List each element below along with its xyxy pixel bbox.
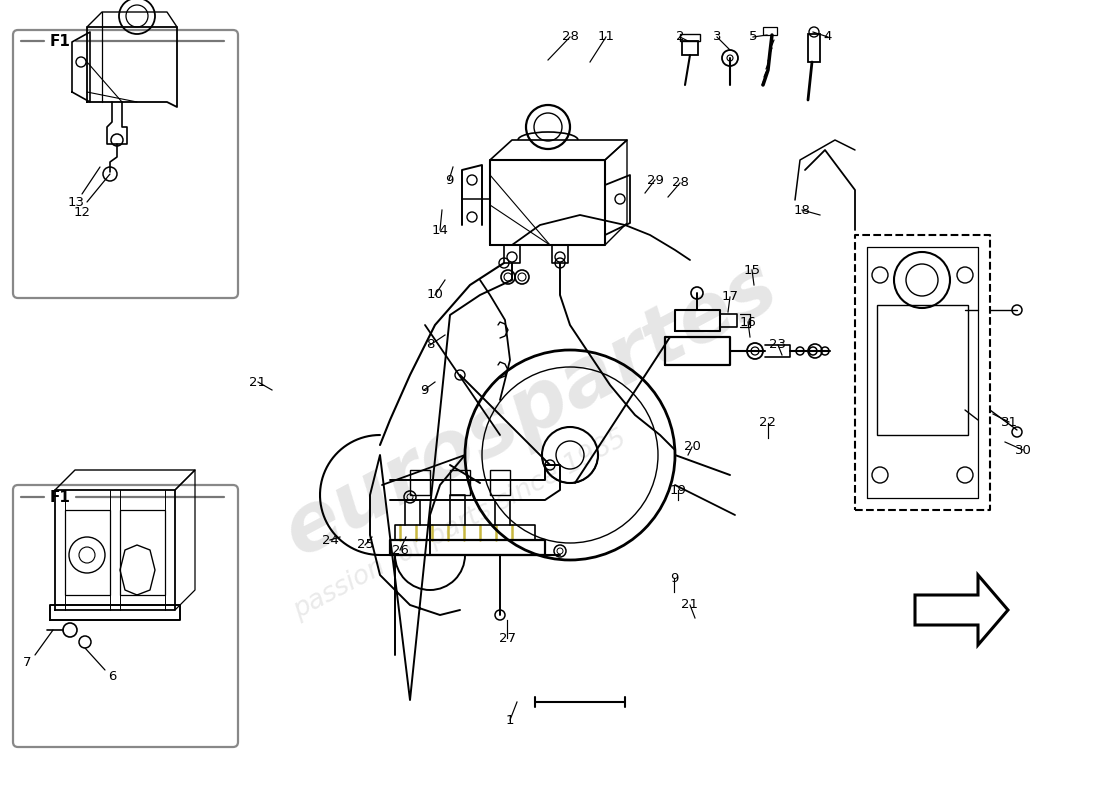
Text: 21: 21 <box>682 598 698 611</box>
Bar <box>877 305 968 435</box>
Text: 14: 14 <box>431 223 449 237</box>
Text: 28: 28 <box>562 30 579 43</box>
Text: F1: F1 <box>50 490 70 505</box>
Polygon shape <box>915 575 1008 645</box>
Text: 13: 13 <box>67 195 85 209</box>
Text: 29: 29 <box>647 174 663 186</box>
Text: 24: 24 <box>321 534 339 546</box>
Bar <box>682 41 698 55</box>
Text: 3: 3 <box>713 30 722 43</box>
Text: 22: 22 <box>759 417 777 430</box>
Text: 12: 12 <box>74 206 90 218</box>
Text: 21: 21 <box>250 375 266 389</box>
Text: 7: 7 <box>23 655 31 669</box>
Bar <box>808 34 820 62</box>
Text: 15: 15 <box>744 263 760 277</box>
Text: 11: 11 <box>597 30 615 43</box>
Text: 20: 20 <box>683 441 701 454</box>
Text: 19: 19 <box>670 483 686 497</box>
Text: F1: F1 <box>50 34 70 49</box>
Bar <box>120 510 165 595</box>
Text: 16: 16 <box>739 315 757 329</box>
Bar <box>763 27 777 35</box>
Text: 1: 1 <box>506 714 515 726</box>
Bar <box>410 470 430 495</box>
FancyBboxPatch shape <box>13 485 238 747</box>
Bar <box>450 470 470 495</box>
Bar <box>490 470 510 495</box>
Text: passion for parts since 1985: passion for parts since 1985 <box>289 426 631 624</box>
Text: 5: 5 <box>749 30 757 43</box>
Text: 30: 30 <box>1014 443 1032 457</box>
Text: eurospartes: eurospartes <box>270 247 790 573</box>
Bar <box>680 34 700 41</box>
Text: 18: 18 <box>793 203 811 217</box>
Text: 9: 9 <box>444 174 453 186</box>
Text: 23: 23 <box>770 338 786 351</box>
Text: 9: 9 <box>420 383 428 397</box>
Text: 26: 26 <box>392 543 408 557</box>
FancyBboxPatch shape <box>13 30 238 298</box>
Text: 28: 28 <box>672 177 689 190</box>
Text: 31: 31 <box>1001 415 1018 429</box>
Text: 2: 2 <box>675 30 684 43</box>
Text: 27: 27 <box>498 631 516 645</box>
Text: 10: 10 <box>427 289 443 302</box>
Text: 4: 4 <box>824 30 833 43</box>
Text: 17: 17 <box>722 290 738 303</box>
Text: 9: 9 <box>670 571 679 585</box>
Text: 25: 25 <box>356 538 374 551</box>
Bar <box>65 510 110 595</box>
Text: 8: 8 <box>426 338 434 351</box>
Text: 6: 6 <box>108 670 117 683</box>
